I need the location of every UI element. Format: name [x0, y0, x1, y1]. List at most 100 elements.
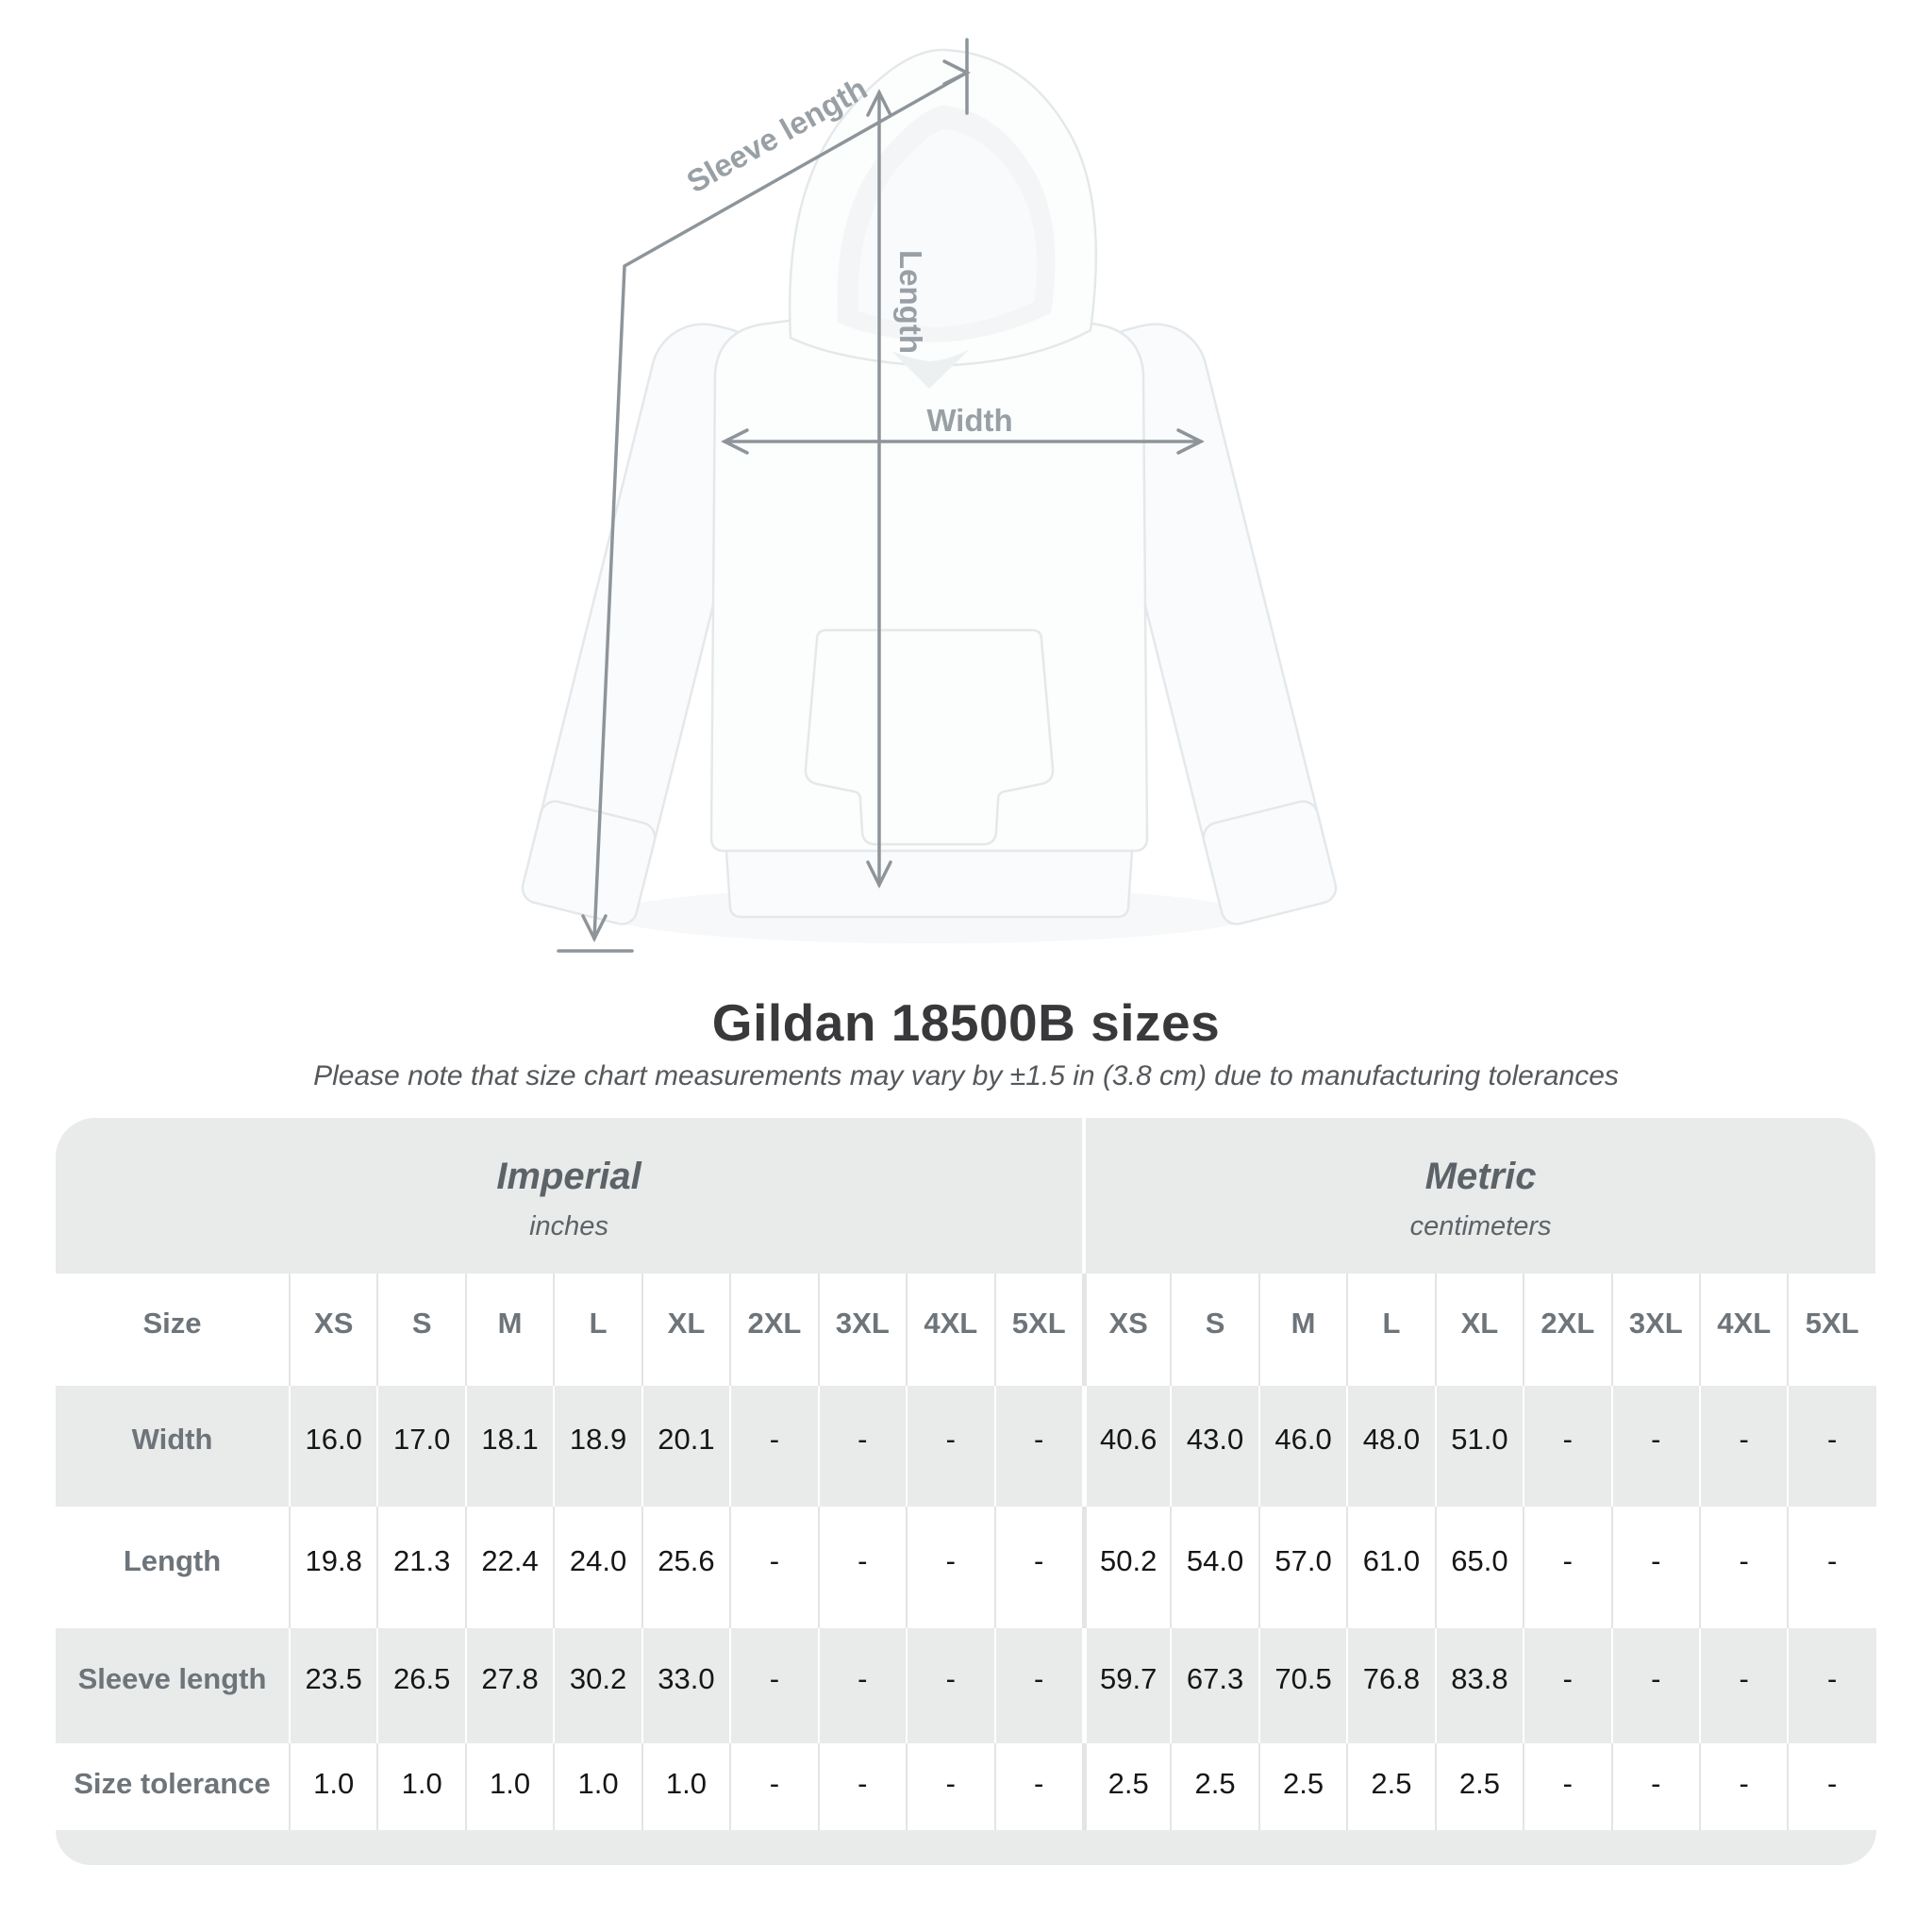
metric-unit: centimeters: [1409, 1211, 1552, 1241]
col-header: L: [553, 1274, 641, 1386]
col-header: 5XL: [1787, 1274, 1874, 1386]
table-cell: 54.0: [1170, 1507, 1257, 1628]
size-header-row: Size XS S M L XL 2XL 3XL 4XL 5XL XS S M …: [56, 1274, 1876, 1386]
table-cell: -: [817, 1386, 906, 1507]
table-cell: 24.0: [553, 1507, 641, 1628]
table-cell: -: [906, 1628, 993, 1743]
table-footer-bar: [56, 1830, 1876, 1865]
table-cell: 27.8: [464, 1628, 553, 1743]
table-cell: -: [993, 1743, 1082, 1830]
col-header: M: [1257, 1274, 1346, 1386]
table-cell: -: [817, 1628, 906, 1743]
hoodie-diagram: Width Length Sleeve length: [521, 38, 1338, 953]
row-label: Size tolerance: [74, 1767, 271, 1800]
table-cell: 67.3: [1170, 1628, 1257, 1743]
table-cell: -: [1610, 1386, 1699, 1507]
hoodie-right-sleeve: [1089, 323, 1338, 925]
col-header: 5XL: [993, 1274, 1082, 1386]
col-header: XL: [1434, 1274, 1523, 1386]
table-cell: -: [1699, 1386, 1787, 1507]
metric-title: Metric: [1424, 1156, 1537, 1197]
table-cell: 18.9: [553, 1386, 641, 1507]
table-cell: -: [1787, 1743, 1874, 1830]
table-cell: -: [1699, 1628, 1787, 1743]
table-cell: 65.0: [1434, 1507, 1523, 1628]
table-cell: 17.0: [376, 1386, 464, 1507]
table-cell: -: [1699, 1743, 1787, 1830]
table-cell: 51.0: [1434, 1386, 1523, 1507]
table-cell: 18.1: [464, 1386, 553, 1507]
table-cell: -: [993, 1628, 1082, 1743]
table-cell: -: [1610, 1628, 1699, 1743]
row-label: Length: [123, 1543, 222, 1577]
table-cell: 25.6: [641, 1507, 729, 1628]
hood-inner-panel: [858, 128, 1038, 327]
imperial-unit: inches: [529, 1211, 608, 1241]
table-cell: 1.0: [289, 1743, 376, 1830]
table-cell: -: [1523, 1507, 1610, 1628]
table-cell: 30.2: [553, 1628, 641, 1743]
table-cell: -: [906, 1743, 993, 1830]
length-label: Length: [893, 250, 928, 354]
imperial-section-header: Imperial inches: [56, 1118, 1083, 1274]
table-cell: -: [817, 1743, 906, 1830]
table-cell: -: [1523, 1628, 1610, 1743]
table-cell: 22.4: [464, 1507, 553, 1628]
table-row: Length 19.8 21.3 22.4 24.0 25.6 - - - - …: [56, 1507, 1876, 1628]
col-header: XS: [289, 1274, 376, 1386]
table-cell: 48.0: [1346, 1386, 1434, 1507]
table-cell: 1.0: [376, 1743, 464, 1830]
width-arrow: [721, 428, 1205, 455]
unit-header-row: Imperial inches Metric centimeters: [56, 1118, 1876, 1274]
table-row: Size tolerance 1.0 1.0 1.0 1.0 1.0 - - -…: [56, 1743, 1876, 1830]
table-cell: 2.5: [1346, 1743, 1434, 1830]
table-cell: 33.0: [641, 1628, 729, 1743]
size-corner-label: Size: [142, 1306, 202, 1340]
table-cell: 50.2: [1081, 1507, 1170, 1628]
table-cell: 16.0: [289, 1386, 376, 1507]
row-label: Width: [131, 1423, 213, 1456]
table-cell: -: [1523, 1743, 1610, 1830]
page-subtitle: Please note that size chart measurements…: [313, 1060, 1619, 1091]
width-label: Width: [926, 403, 1012, 438]
table-cell: -: [1787, 1507, 1874, 1628]
col-header: XS: [1081, 1274, 1170, 1386]
table-cell: 70.5: [1257, 1628, 1346, 1743]
table-cell: -: [1699, 1507, 1787, 1628]
col-header: S: [376, 1274, 464, 1386]
length-arrow: [866, 89, 892, 889]
table-cell: -: [729, 1628, 817, 1743]
page-title: Gildan 18500B sizes: [711, 993, 1221, 1052]
table-cell: 2.5: [1170, 1743, 1257, 1830]
table-cell: 19.8: [289, 1507, 376, 1628]
table-cell: -: [1787, 1386, 1874, 1507]
col-header: XL: [641, 1274, 729, 1386]
neck-v-notch: [891, 349, 970, 389]
table-cell: -: [817, 1507, 906, 1628]
table-row: Width 16.0 17.0 18.1 18.9 20.1 - - - - 4…: [56, 1386, 1876, 1507]
table-cell: 21.3: [376, 1507, 464, 1628]
row-label: Sleeve length: [77, 1662, 267, 1695]
col-header: M: [464, 1274, 553, 1386]
metric-section-header: Metric centimeters: [1082, 1118, 1876, 1274]
table-cell: 76.8: [1346, 1628, 1434, 1743]
table-cell: 2.5: [1434, 1743, 1523, 1830]
table-cell: 26.5: [376, 1628, 464, 1743]
size-table: Imperial inches Metric centimeters Size …: [56, 1118, 1876, 1865]
table-cell: 20.1: [641, 1386, 729, 1507]
hoodie-hem: [724, 849, 1134, 919]
table-cell: 23.5: [289, 1628, 376, 1743]
table-cell: -: [993, 1507, 1082, 1628]
sleeve-length-arrow: [557, 38, 971, 953]
table-cell: -: [1523, 1386, 1610, 1507]
table-cell: -: [729, 1507, 817, 1628]
table-cell: 1.0: [641, 1743, 729, 1830]
table-cell: 46.0: [1257, 1386, 1346, 1507]
table-cell: 1.0: [553, 1743, 641, 1830]
table-cell: -: [1787, 1628, 1874, 1743]
table-cell: -: [1610, 1743, 1699, 1830]
table-cell: -: [729, 1743, 817, 1830]
hoodie-left-sleeve: [521, 323, 770, 925]
table-cell: -: [906, 1386, 993, 1507]
